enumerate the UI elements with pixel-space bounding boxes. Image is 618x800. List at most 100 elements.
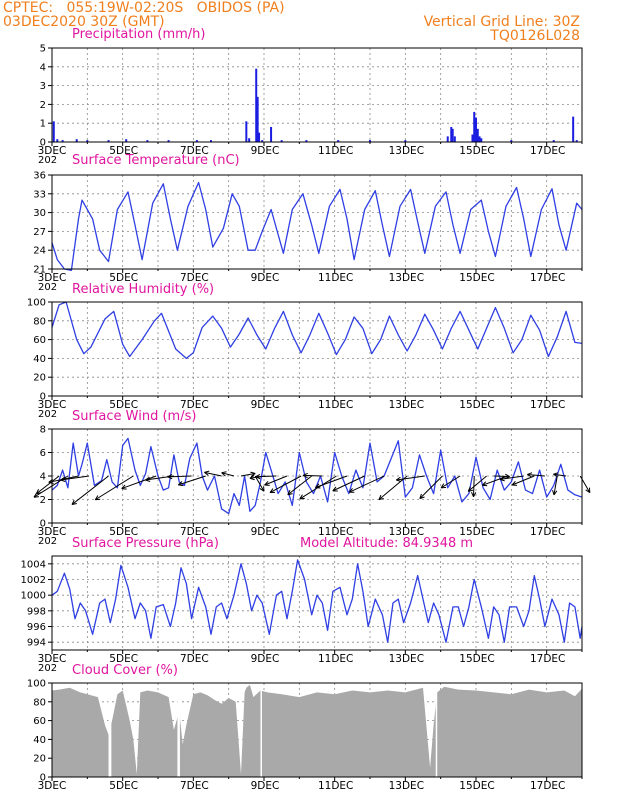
y-tick-label: 0 — [40, 519, 46, 530]
wind-arrow — [315, 475, 348, 488]
x-tick-label: 11DEC — [318, 653, 353, 665]
x-tick-label: 5DEC — [109, 653, 138, 665]
precip-bar — [305, 140, 308, 142]
wind-arrow — [254, 475, 265, 492]
precip-bar — [270, 126, 273, 142]
wind-arrow — [419, 475, 443, 499]
grid-line-header: Vertical Grid Line: 30Z — [423, 14, 580, 30]
wind-arrow — [287, 475, 313, 496]
panel-5: 994 996 998 1000 1002 1004 3DEC 5DEC 7DEC 9DEC 11D… — [21, 536, 583, 674]
wind-arrow-head — [71, 499, 77, 506]
wind-arrow — [482, 475, 508, 486]
precip-bar — [450, 126, 453, 142]
x-tick-label: 11DEC — [318, 526, 353, 538]
y-tick-label: 5 — [40, 44, 46, 55]
y-tick-label: 0 — [40, 392, 46, 403]
y-tick-label: 27 — [33, 227, 46, 238]
panel-6: 0 20 40 60 80 100 3DEC 5DEC 7DEC 9DEC 11DEC 13DEC 15… — [27, 663, 583, 792]
x-tick-label: 11DEC — [318, 272, 353, 284]
precip-bar — [478, 136, 481, 142]
wind-arrow — [71, 475, 109, 505]
x-tick-label: 13DEC — [389, 145, 424, 157]
precip-bar — [446, 136, 449, 142]
wind-arrow — [467, 475, 487, 492]
precip-bar — [473, 111, 476, 142]
wind-arrow-head — [585, 487, 591, 494]
precip-bar — [552, 140, 555, 142]
y-tick-label: 2 — [40, 100, 46, 111]
wind-arrow-head — [378, 494, 384, 501]
wind-arrow-head — [499, 476, 505, 482]
y-tick-label: 3 — [40, 81, 46, 92]
wind-arrow-head — [395, 476, 402, 483]
wind-arrow-head — [94, 495, 101, 501]
wind-arrow-head — [315, 483, 321, 489]
wind-arrow — [121, 475, 157, 490]
y-tick-label: 40 — [33, 735, 46, 746]
y-tick-label: 100 — [27, 298, 46, 309]
wind-arrow — [264, 475, 288, 486]
wind-arrow — [36, 475, 60, 495]
y-tick-label: 80 — [33, 697, 46, 708]
cloud-area — [52, 684, 582, 777]
x-tick-label: 15DEC — [459, 526, 494, 538]
precip-bar — [451, 128, 454, 142]
precip-bar — [480, 138, 483, 142]
y-tick-label: 1000 — [21, 591, 46, 602]
panel-3: 0 20 40 60 80 100 3DEC 5DEC 7DEC 9DEC 11DEC 13DEC 15… — [27, 282, 583, 420]
y-tick-label: 33 — [33, 189, 46, 200]
y-tick-label: 2 — [40, 495, 46, 506]
x-tick-label: 9DEC — [251, 272, 280, 284]
precip-bar — [575, 140, 578, 142]
panel-title: Surface Pressure (hPa) — [72, 536, 219, 551]
x-tick-label: 7DEC — [180, 272, 209, 284]
x-tick-label: 15DEC — [459, 780, 494, 792]
x-tick-label: 5DEC — [109, 272, 138, 284]
precip-bar — [510, 140, 513, 142]
x-tick-label: 13DEC — [389, 653, 424, 665]
panel-title: Cloud Cover (%) — [72, 663, 178, 678]
x-tick-label: 7DEC — [180, 399, 209, 411]
x-tick-label: 9DEC — [251, 145, 280, 157]
x-tick-label: 3DEC — [38, 780, 67, 792]
wind-arrow-head — [269, 488, 276, 494]
precip-bar — [255, 68, 258, 142]
cloud-gap — [260, 684, 262, 777]
wind-arrow-head — [60, 476, 66, 483]
year-label: 202 — [38, 282, 57, 293]
wind-arrow-head — [302, 472, 308, 479]
y-tick-label: 996 — [27, 622, 46, 633]
x-tick-label: 15DEC — [459, 399, 494, 411]
wind-arrow-head — [177, 481, 184, 487]
y-tick-label: 40 — [33, 354, 46, 365]
y-tick-label: 20 — [33, 754, 46, 765]
wind-arrow-head — [249, 475, 255, 481]
x-tick-label: 17DEC — [530, 399, 565, 411]
y-tick-label: 1004 — [21, 559, 46, 570]
wind-arrow — [255, 475, 277, 478]
x-tick-label: 3DEC — [38, 399, 67, 411]
wind-arrow — [527, 473, 545, 477]
x-tick-label: 13DEC — [389, 399, 424, 411]
x-tick-label: 15DEC — [459, 272, 494, 284]
wind-arrow — [303, 474, 323, 477]
year-label: 202 — [38, 536, 57, 547]
x-tick-label: 9DEC — [251, 399, 280, 411]
station-header: CPTEC: 055:19W-02:20S OBIDOS (PA) — [3, 0, 285, 16]
y-tick-label: 80 — [33, 316, 46, 327]
x-tick-label: 17DEC — [530, 145, 565, 157]
precip-bar — [256, 96, 259, 142]
wind-arrow-head — [553, 472, 559, 478]
year-label: 202 — [38, 663, 57, 674]
series-line — [51, 181, 583, 271]
wind-arrow-head — [250, 471, 256, 477]
x-tick-label: 13DEC — [389, 272, 424, 284]
x-tick-label: 5DEC — [109, 145, 138, 157]
y-tick-label: 1 — [40, 119, 46, 130]
wind-arrow-head — [299, 494, 305, 500]
wind-arrow — [269, 475, 302, 493]
precip-bar — [56, 139, 59, 142]
wind-arrow-head — [33, 492, 40, 498]
wind-arrow — [396, 475, 425, 481]
